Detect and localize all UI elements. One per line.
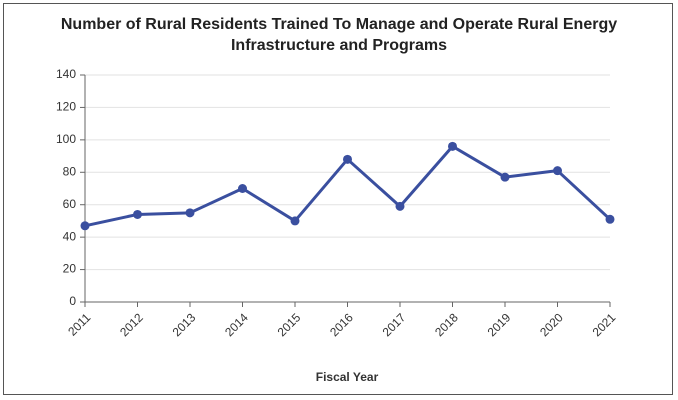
data-point [238, 184, 247, 193]
y-tick-label: 40 [63, 229, 77, 243]
chart-title: Number of Rural Residents Trained To Man… [60, 16, 618, 54]
x-tick-label: 2021 [590, 310, 619, 339]
x-tick-label: 2017 [380, 310, 409, 339]
x-tick-label: 2016 [327, 310, 356, 339]
x-tick-label: 2011 [65, 310, 93, 338]
data-point [185, 208, 195, 218]
y-tick-label: 120 [56, 100, 76, 114]
data-point [80, 221, 90, 231]
data-point [395, 201, 405, 211]
y-tick-label: 80 [63, 164, 77, 178]
x-tick-label: 2012 [117, 310, 146, 339]
x-axis-label: Fiscal Year [316, 370, 379, 384]
y-tick-label: 100 [56, 132, 76, 146]
data-point [553, 166, 562, 176]
y-tick-label: 20 [63, 262, 77, 276]
x-tick-label: 2018 [432, 310, 461, 339]
data-point [343, 154, 352, 164]
data-point [500, 172, 510, 182]
y-tick-label: 0 [69, 294, 76, 308]
data-point [290, 216, 300, 226]
data-point [605, 214, 615, 224]
data-point [448, 141, 457, 151]
x-tick-label: 2019 [485, 310, 514, 339]
frame [3, 3, 673, 395]
x-tick-label: 2015 [275, 310, 304, 339]
y-tick-label: 60 [63, 197, 77, 211]
data-point [133, 209, 142, 219]
x-tick-label: 2013 [170, 310, 199, 339]
y-tick-label: 140 [56, 67, 76, 81]
x-tick-label: 2014 [222, 310, 251, 339]
x-tick-label: 2020 [537, 310, 566, 339]
